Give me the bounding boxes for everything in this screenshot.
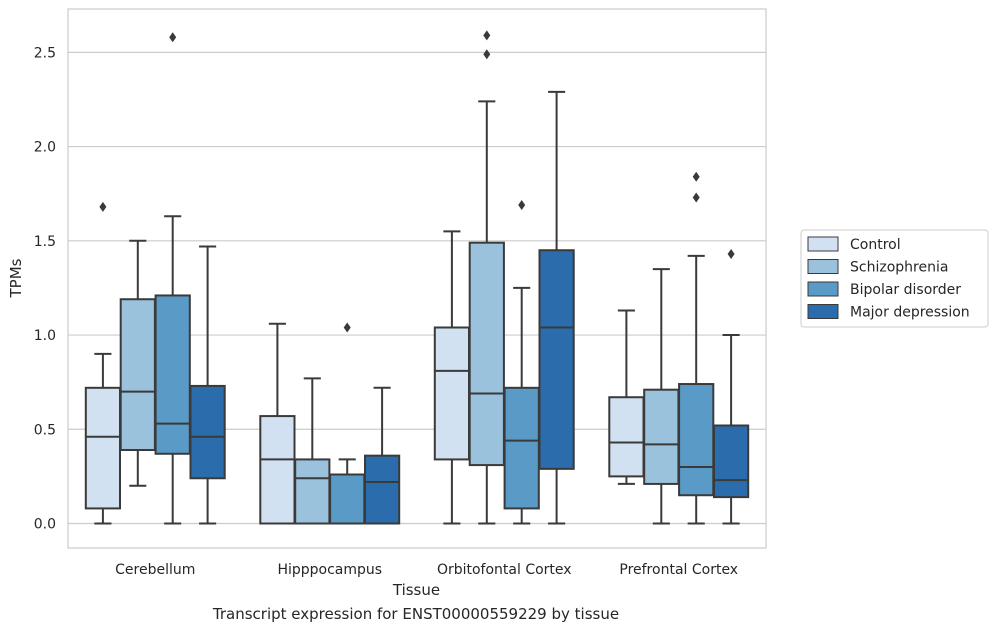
box-control — [259, 322, 296, 525]
box-body — [363, 454, 401, 525]
x-tick-labels: Cerebellum Hipppocampus Orbitofontal Corte… — [115, 562, 738, 578]
box-body — [608, 396, 645, 478]
x-tick-label: Orbitofontal Cortex — [437, 562, 572, 578]
outlier-point — [483, 49, 491, 60]
box-body — [189, 384, 226, 480]
y-tick-label: 2.5 — [34, 45, 56, 61]
y-tick-label: 0.0 — [34, 517, 56, 533]
x-tick-label: Hipppocampus — [277, 562, 382, 578]
x-axis-label: Tissue — [392, 581, 440, 599]
box-body — [259, 415, 296, 525]
x-tick-label: Prefrontal Cortex — [619, 562, 738, 578]
box-body — [643, 388, 680, 485]
y-tick-label: 2.0 — [34, 140, 56, 156]
legend-label: Control — [850, 237, 901, 253]
outlier-point — [99, 201, 107, 212]
x-tick-label: Cerebellum — [115, 562, 195, 578]
legend-label: Bipolar disorder — [850, 282, 961, 298]
box-control — [433, 230, 471, 525]
plot-frame — [67, 8, 767, 549]
outlier-point — [727, 249, 735, 259]
box-major-depression — [189, 245, 226, 525]
box-body — [538, 249, 575, 470]
legend-swatch — [807, 236, 839, 252]
box-bipolar-disorder — [678, 171, 715, 525]
legend-swatch — [807, 259, 839, 274]
boxes — [84, 30, 750, 525]
box-major-depression — [712, 249, 750, 525]
box-bipolar-disorder — [503, 200, 540, 525]
box-body — [84, 386, 122, 510]
box-body — [678, 383, 715, 497]
box-schizophrenia — [119, 239, 156, 487]
legend-swatch — [807, 304, 839, 319]
outlier-point — [343, 322, 351, 333]
outlier-point — [692, 171, 700, 182]
y-tick-label: 1.0 — [34, 328, 56, 344]
box-body — [468, 241, 505, 467]
y-tick-label: 1.5 — [34, 234, 56, 250]
box-body — [294, 458, 331, 525]
box-schizophrenia — [643, 268, 680, 525]
legend-swatch — [807, 281, 839, 297]
outlier-point — [692, 192, 700, 203]
box-body — [154, 294, 191, 455]
box-control — [84, 201, 122, 525]
box-body — [712, 424, 750, 499]
box-schizophrenia — [468, 30, 505, 525]
box-schizophrenia — [294, 377, 331, 525]
box-major-depression — [363, 386, 401, 525]
outlier-point — [518, 200, 526, 210]
box-bipolar-disorder — [154, 32, 191, 525]
box-body — [433, 326, 471, 461]
legend-frame — [800, 229, 989, 328]
y-axis-label: TPMs — [7, 258, 25, 298]
figure-caption: Transcript expression for ENST0000055922… — [212, 605, 620, 623]
legend-label: Major depression — [850, 305, 970, 321]
outlier-point — [169, 32, 177, 43]
box-body — [329, 473, 366, 525]
legend-label: Schizophrenia — [850, 260, 948, 276]
y-tick-label: 0.5 — [34, 422, 56, 438]
outlier-point — [483, 30, 491, 41]
box-body — [503, 386, 540, 510]
legend: Control Schizophrenia Bipolar disorder Majo… — [800, 229, 989, 328]
box-control — [608, 309, 645, 485]
box-major-depression — [538, 90, 575, 525]
box-body — [119, 298, 156, 451]
box-bipolar-disorder — [329, 322, 366, 525]
y-tick-labels: 0.0 0.5 1.0 1.5 2.0 2.5 — [34, 45, 56, 532]
